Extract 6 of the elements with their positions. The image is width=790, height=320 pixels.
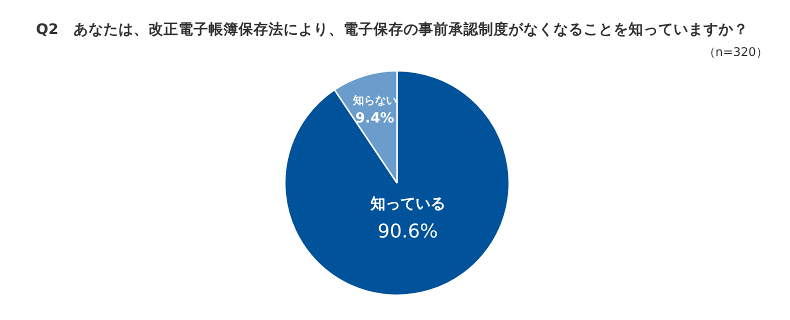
- slice-label: 知っている: [369, 194, 446, 212]
- data-label: 90.6%: [378, 220, 438, 242]
- data-label: 9.4%: [355, 110, 394, 127]
- text: （n=320）: [703, 44, 768, 61]
- slice-label: 知らない: [352, 94, 397, 107]
- chart-title: Q2 あなたは、改正電子帳簿保存法により、電子保存の事前承認制度がなくなることを知っていますか？: [36, 20, 748, 39]
